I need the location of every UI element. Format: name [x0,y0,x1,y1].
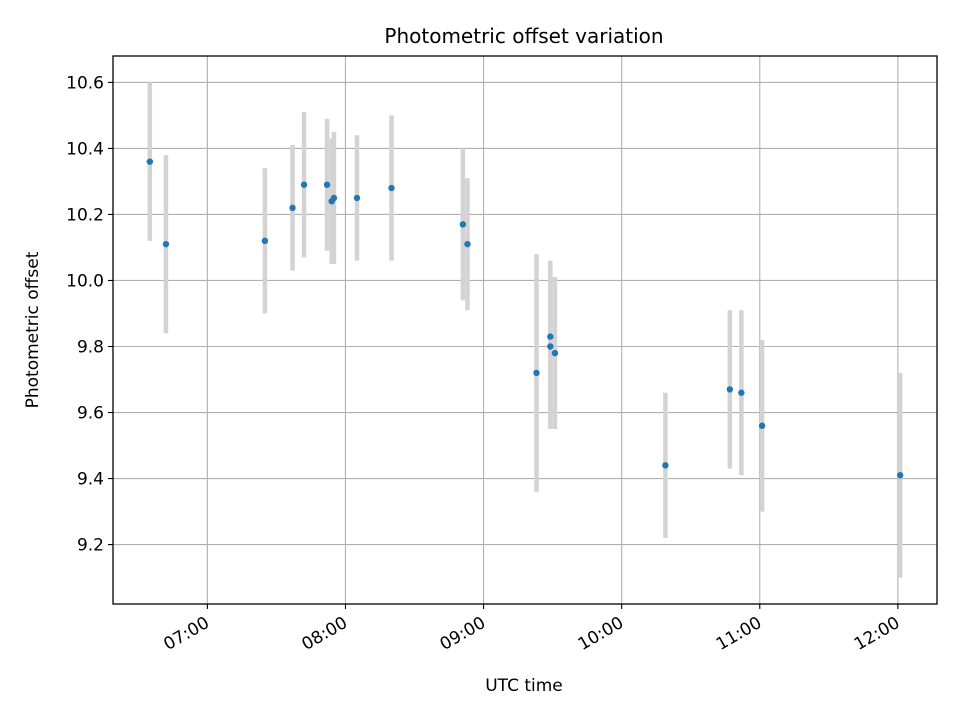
data-point [758,422,766,429]
y-axis-ticks: 9.2 9.4 9.6 9.8 10.0 10.2 10.4 10.6 [66,73,113,556]
data-point [551,349,559,357]
y-tick-label: 9.6 [77,404,104,424]
data-point [547,343,554,350]
data-point [323,181,331,188]
data-points [146,158,904,479]
x-axis-title: UTC time [485,676,563,696]
y-tick-label: 10.0 [66,271,104,291]
data-point [726,386,734,393]
data-point [261,237,269,245]
grid-lines [113,56,937,604]
y-tick-label: 9.4 [77,470,104,490]
data-point [146,158,154,165]
data-point [330,194,338,202]
data-point [353,194,361,202]
data-point [738,389,745,396]
data-point [533,369,540,377]
data-point [464,240,471,248]
data-point [300,181,308,188]
data-point [896,472,904,479]
y-tick-label: 9.2 [77,536,104,556]
chart-title: Photometric offset variation [384,24,663,48]
y-tick-label: 9.8 [77,338,104,358]
data-point [547,333,554,340]
y-axis-title: Photometric offset [23,251,43,408]
y-tick-label: 10.6 [66,73,104,93]
plot-area-frame [112,55,938,605]
data-point [388,184,395,192]
data-point [162,240,170,248]
data-point [289,204,296,212]
data-point [662,462,669,469]
y-tick-label: 10.2 [66,205,104,225]
data-point [459,221,467,228]
y-tick-label: 10.4 [66,139,104,159]
